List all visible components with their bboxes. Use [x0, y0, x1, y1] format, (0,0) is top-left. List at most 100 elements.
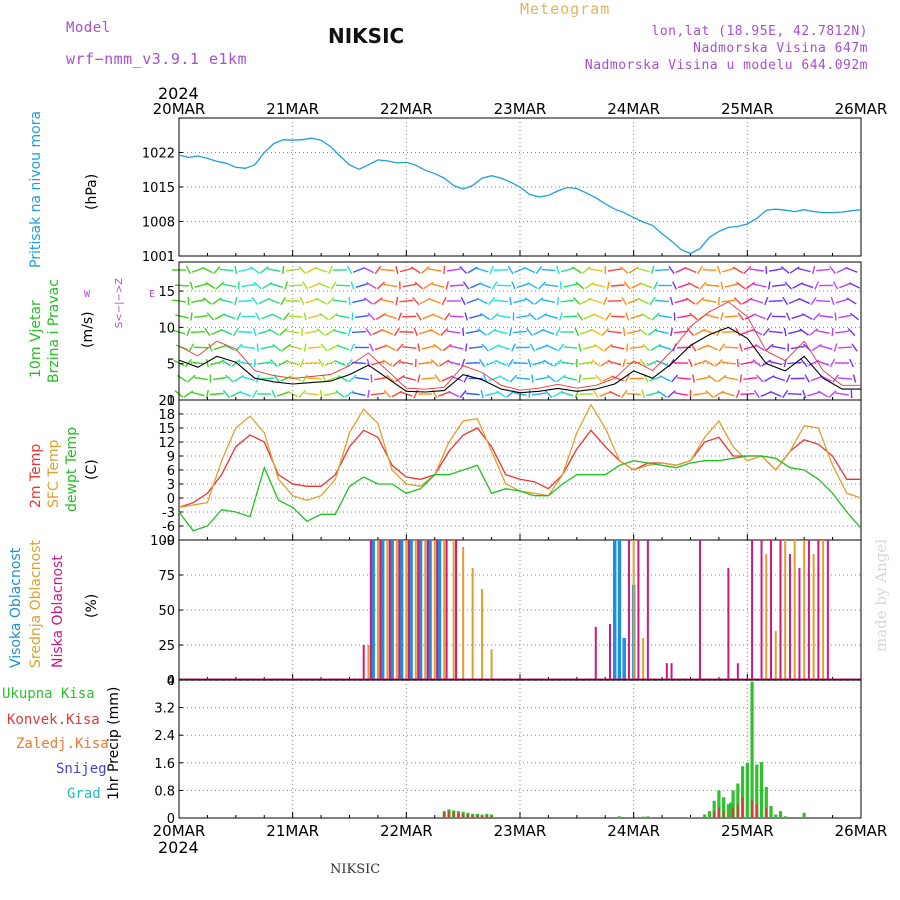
- conv-precip-bar: [741, 797, 744, 818]
- wind-arrow: [251, 296, 259, 306]
- wind-arrow: [175, 284, 189, 287]
- total-precip-bar: [688, 817, 693, 818]
- wind-arrow: [282, 265, 285, 275]
- wind-arrow: [336, 284, 351, 287]
- wind-arrow: [838, 282, 852, 289]
- wind-arrow: [302, 374, 309, 383]
- wind-arrow: [213, 265, 221, 275]
- wind-arrow: [677, 314, 691, 319]
- wind-arrow: [630, 313, 644, 320]
- wind-arrow: [752, 359, 762, 367]
- wind-arrow: [705, 314, 719, 319]
- wind-arrow: [693, 360, 707, 366]
- wind-arrow: [272, 343, 282, 352]
- model-label: Model: [66, 20, 111, 36]
- low-cloud-bar: [665, 663, 668, 680]
- wind-arrow: [335, 390, 345, 398]
- wind-arrow: [365, 327, 372, 337]
- mid-cloud-bar: [462, 547, 465, 680]
- wind-arrow: [308, 314, 322, 319]
- wind-arrow: [720, 281, 724, 290]
- wind-arrow: [205, 358, 209, 368]
- conv-precip-bar: [462, 813, 465, 818]
- wind-arrow: [380, 268, 395, 272]
- wind-arrow: [743, 345, 757, 350]
- wind-arrow: [784, 281, 792, 290]
- wind-arrow: [256, 343, 259, 352]
- wind-arrow: [308, 282, 321, 289]
- wind-arrow: [650, 265, 655, 275]
- wind-arrow: [302, 281, 309, 290]
- x-tick-label-top: 25MAR: [721, 100, 774, 118]
- wind-arrow: [305, 298, 318, 304]
- wind-arrow: [418, 361, 433, 365]
- wind-arrow: [485, 359, 498, 367]
- wind-arrow: [507, 358, 514, 368]
- wind-arrow: [304, 392, 319, 396]
- wind-arrow: [255, 312, 261, 321]
- wind-arrow: [817, 360, 830, 366]
- low-cloud-bar: [817, 540, 820, 680]
- wind-arrow: [299, 358, 305, 368]
- wind-arrow: [394, 374, 405, 383]
- wind-arrow: [462, 327, 465, 337]
- wind-arrow: [212, 297, 222, 305]
- wind-arrow: [484, 391, 499, 397]
- wind-arrow: [351, 330, 366, 334]
- wind-arrow: [395, 296, 399, 306]
- wind-arrow: [188, 343, 195, 352]
- wind-arrow: [318, 282, 330, 289]
- wind-arrow: [545, 344, 558, 351]
- wind-arrow: [849, 358, 854, 368]
- conv-precip-bar: [481, 815, 484, 818]
- wind-arrow: [610, 345, 625, 350]
- wind-arrow: [319, 389, 323, 399]
- wind-arrow: [430, 359, 439, 367]
- legend-snow: Snijeg: [56, 761, 107, 777]
- wind-arrow: [693, 392, 707, 396]
- wind-arrow: [187, 374, 196, 383]
- wind-arrow: [462, 281, 470, 290]
- low-cloud-bar: [379, 540, 382, 680]
- wind-arrow: [349, 343, 356, 352]
- wind-arrow: [560, 267, 574, 273]
- x-axis-labels: 20MAR 20MAR 21MAR 21MAR 22MAR 22MAR 23MAR 23MAR…: [153, 100, 888, 840]
- high-cloud-bar: [622, 638, 626, 680]
- wind-arrow: [374, 376, 388, 381]
- temp-ytick-label: 21: [158, 394, 175, 409]
- wind-arrow: [203, 297, 212, 305]
- wind-arrow: [298, 265, 306, 275]
- wind-arrow: [674, 298, 688, 304]
- wind-arrow: [670, 374, 679, 383]
- wind-arrow: [760, 390, 773, 398]
- low-cloud-bar: [398, 540, 401, 680]
- wind-arrow: [556, 296, 560, 306]
- wind-arrow: [714, 359, 723, 367]
- wind-arrow: [658, 314, 672, 319]
- wind-arrow: [834, 312, 837, 321]
- wind-arrow: [788, 297, 801, 305]
- wind-arrow: [352, 267, 366, 273]
- wind-arrow: [611, 375, 624, 382]
- wind-arrow: [657, 390, 668, 398]
- wind-arrow: [637, 297, 649, 305]
- wind-arrow: [636, 267, 650, 273]
- mid-cloud-bar: [803, 540, 806, 680]
- wind-ytick-label: 0: [167, 394, 175, 409]
- wind-arrow: [494, 269, 509, 271]
- wind-arrow: [606, 281, 610, 290]
- wind-arrow: [705, 284, 720, 287]
- x-tick-label-bottom: 25MAR: [721, 822, 774, 840]
- wind-arrow: [724, 315, 739, 318]
- wind-arrow: [495, 359, 507, 367]
- wind-arrow: [643, 374, 649, 383]
- wind-arrow: [396, 343, 404, 352]
- wind-arrow: [638, 328, 648, 336]
- wind-arrow: [219, 268, 234, 272]
- wind-arrow: [213, 344, 227, 351]
- wind-arrow: [627, 298, 640, 304]
- precip-panel: 0 0.8 1.6 2.4 3.2 4: [154, 674, 862, 827]
- conv-precip-bar: [485, 815, 488, 818]
- wind-arrow: [223, 313, 236, 320]
- wind-arrow: [446, 330, 461, 334]
